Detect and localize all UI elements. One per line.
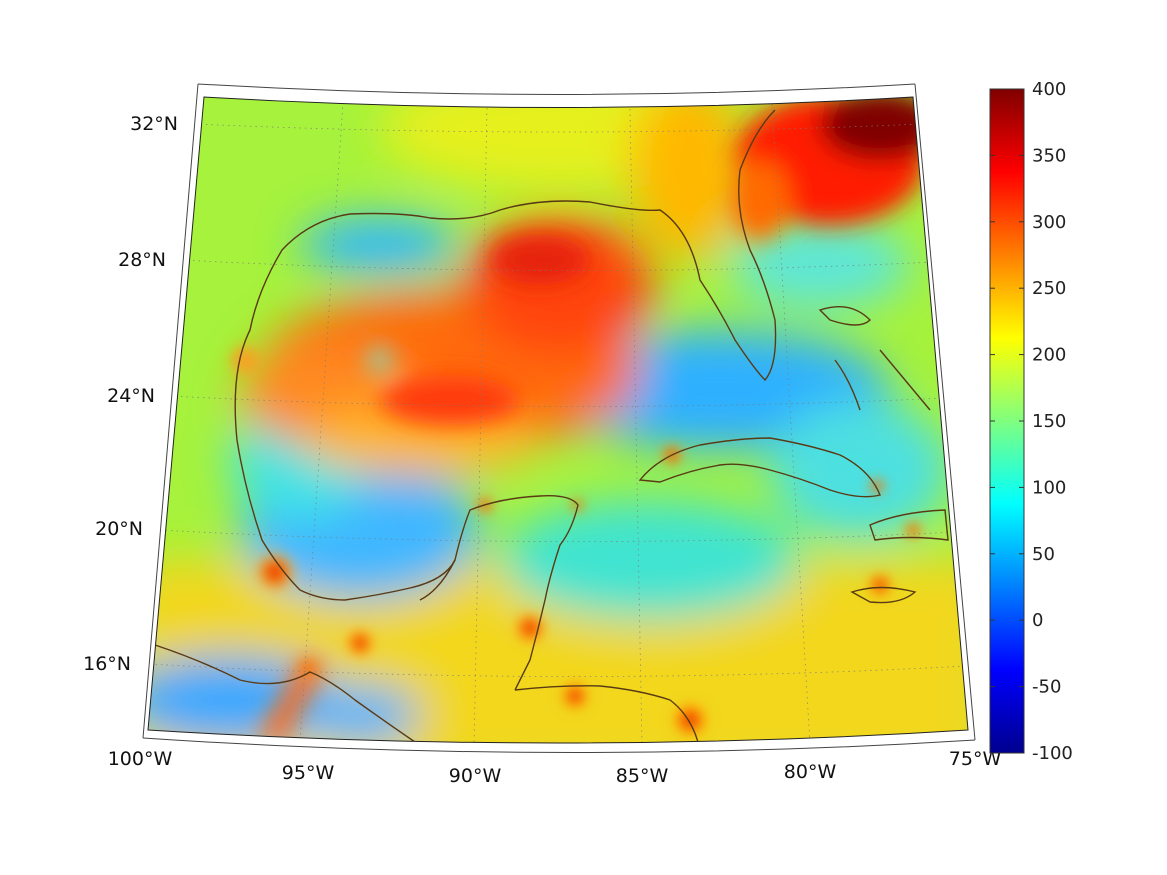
lat-tick-label: 24°N [107, 385, 155, 407]
colorbar-tick-label: 200 [1032, 345, 1066, 366]
lat-tick-label: 28°N [118, 249, 166, 271]
map-frame-outer-left [142, 83, 199, 739]
map-frame [147, 96, 969, 744]
lat-tick-label: 16°N [83, 653, 131, 675]
lon-tick-label: 95°W [282, 762, 335, 784]
field-detail-layer [260, 97, 940, 743]
lon-axis: 100°W 95°W 90°W 85°W 80°W 75°W [108, 748, 1002, 787]
colorbar-tick-label: 100 [1032, 477, 1066, 498]
lon-tick-label: 80°W [784, 761, 837, 783]
colorbar-gradient [989, 88, 1025, 754]
colorbar-tick-label: 50 [1032, 544, 1055, 565]
lat-tick-label: 32°N [130, 113, 178, 135]
colorbar-tick-label: 150 [1032, 411, 1066, 432]
colorbar: 400 350 300 250 200 150 100 50 0 -50 -100 [989, 79, 1073, 764]
map-graticule [149, 101, 966, 743]
field-smooth-layer [148, 97, 968, 743]
colorbar-tick-label: 350 [1032, 145, 1066, 166]
lon-tick-label: 85°W [616, 765, 669, 787]
colorbar-tick-label: 300 [1032, 212, 1066, 233]
colorbar-tick-label: 250 [1032, 278, 1066, 299]
colorbar-tick-label: -50 [1032, 677, 1061, 698]
hotspots [231, 346, 923, 740]
lon-tick-label: 100°W [108, 748, 173, 770]
map-frame-outer-top [197, 83, 916, 95]
colorbar-tick-label: 400 [1032, 79, 1066, 100]
colorbar-tick-label: 0 [1032, 610, 1043, 631]
map-frame-outer-bottom [142, 737, 976, 754]
colorbar-ticks: 400 350 300 250 200 150 100 50 0 -50 -100 [990, 79, 1073, 764]
lat-tick-label: 20°N [95, 518, 143, 540]
colorbar-tick-label: -100 [1032, 743, 1073, 764]
map-field [148, 97, 968, 743]
coastlines [154, 109, 949, 743]
map-frame-outer-right [914, 83, 976, 741]
lon-tick-label: 75°W [949, 748, 1002, 770]
lat-axis: 32°N 28°N 24°N 20°N 16°N [83, 113, 178, 675]
lon-tick-label: 90°W [449, 765, 502, 787]
